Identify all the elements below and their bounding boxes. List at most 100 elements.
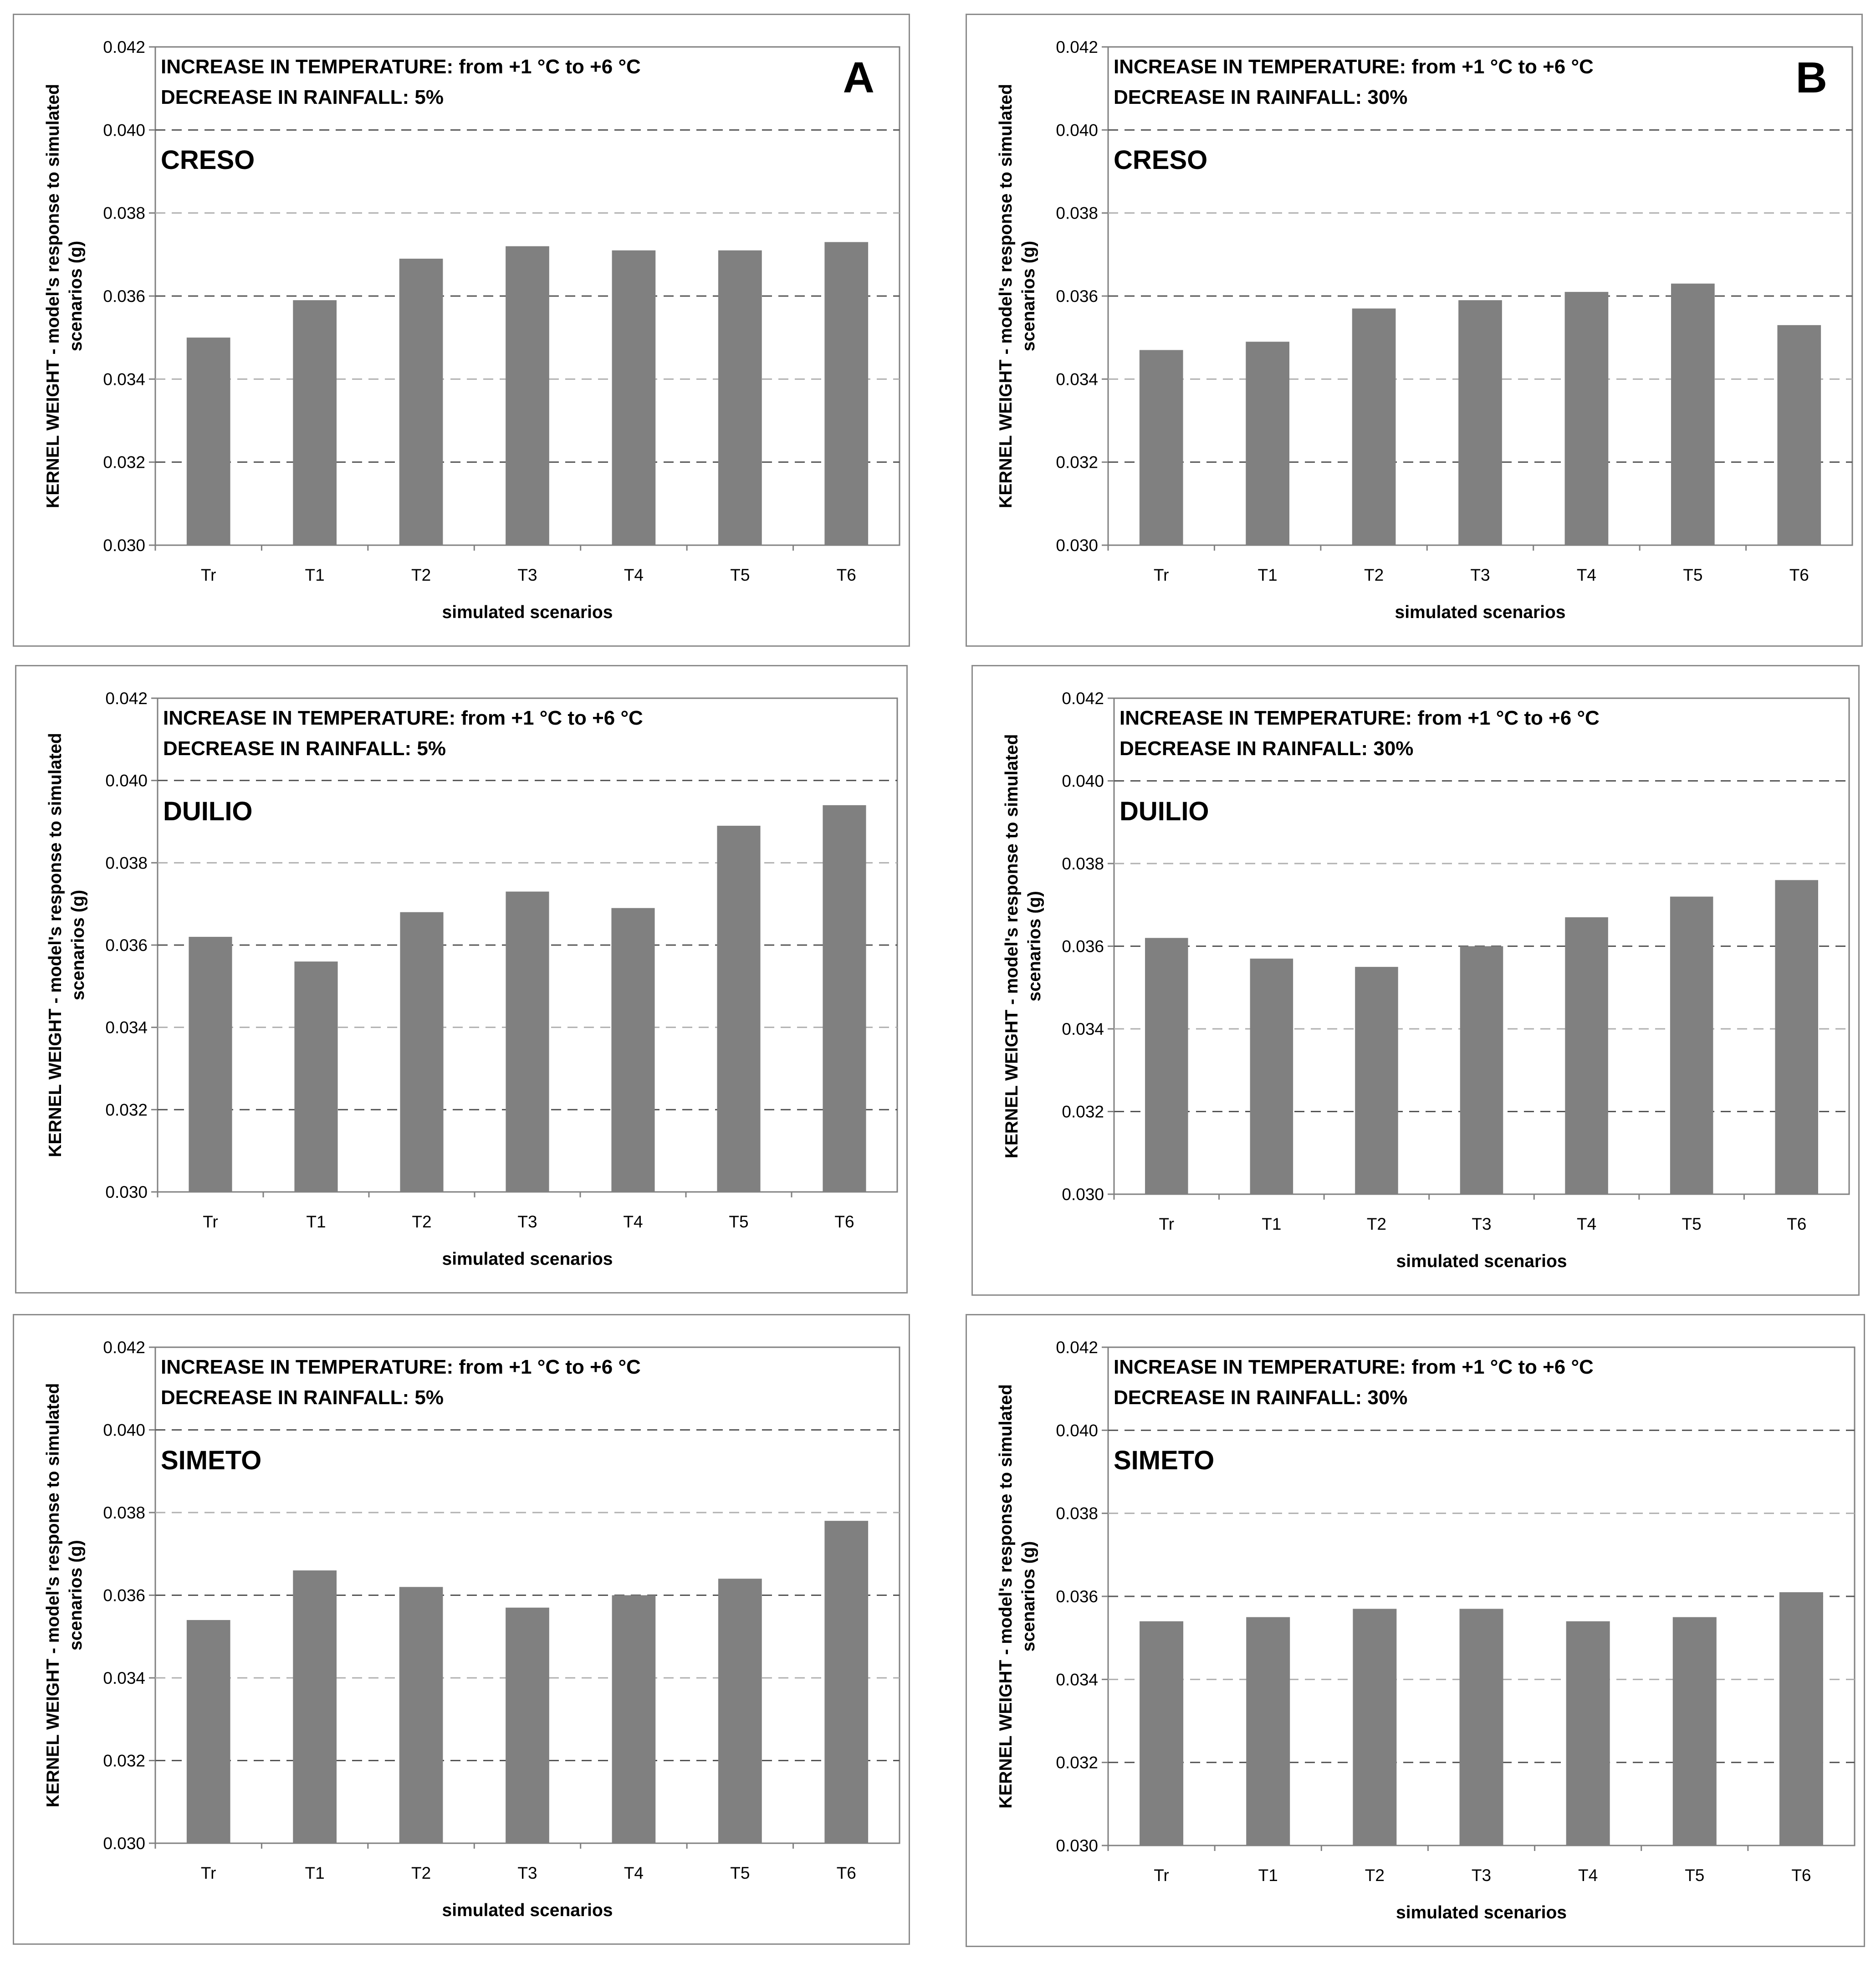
x-tick-label: Tr [201, 1864, 216, 1882]
x-tick-label: T4 [624, 1864, 644, 1882]
y-tick-label: 0.030 [103, 536, 145, 555]
chart-panel-simeto-5pct: 0.030 0.032 0.034 0.036 0.038 0.040 0.042 Tr T1 T… [13, 1314, 910, 1945]
bar-t1 [1250, 958, 1293, 1194]
y-tick-label: 0.042 [1062, 689, 1104, 708]
chart-svg: 0.030 0.032 0.034 0.036 0.038 0.040 0.042 Tr T1 T… [1002, 689, 1850, 1271]
x-tick-label: T5 [730, 1864, 750, 1882]
y-tick-label: 0.036 [1056, 287, 1098, 306]
y-tick-label: 0.040 [1062, 772, 1104, 791]
x-tick-label: T3 [1470, 566, 1490, 584]
y-tick-label: 0.042 [103, 38, 145, 56]
bar-t2 [1353, 1609, 1397, 1845]
bar-t3 [1458, 300, 1502, 545]
y-tick-label: 0.036 [1056, 1587, 1098, 1606]
x-axis-label: simulated scenarios [1396, 1903, 1567, 1922]
y-axis-label-line2: scenarios (g) [1019, 241, 1038, 352]
x-tick-label: T5 [1683, 566, 1702, 584]
x-tick-label: T6 [837, 1864, 856, 1882]
bar-t2 [399, 1587, 443, 1843]
y-tick-label: 0.036 [103, 287, 145, 306]
bar-t6 [824, 242, 869, 545]
y-tick-label: 0.032 [103, 453, 145, 472]
y-tick-label: 0.034 [1056, 1670, 1098, 1689]
x-tick-label: T3 [1472, 1866, 1491, 1885]
x-tick-label: T6 [1789, 566, 1809, 584]
x-tick-label: T3 [1472, 1215, 1491, 1233]
temperature-note: INCREASE IN TEMPERATURE: from +1 °C to +… [161, 1356, 641, 1378]
y-tick-label: 0.032 [1062, 1103, 1104, 1121]
y-tick-label: 0.032 [1056, 453, 1098, 472]
x-tick-label: Tr [1159, 1215, 1175, 1233]
x-axis-label: simulated scenarios [442, 1249, 613, 1269]
rainfall-note: DECREASE IN RAINFALL: 30% [1114, 1386, 1407, 1409]
y-axis-label-line2: scenarios (g) [66, 1540, 86, 1651]
x-axis-label: simulated scenarios [1396, 1252, 1567, 1271]
y-tick-label: 0.030 [1056, 536, 1098, 555]
x-tick-label: T3 [517, 1212, 537, 1231]
x-tick-label: T6 [837, 566, 856, 584]
x-tick-label: T1 [1258, 566, 1278, 584]
y-tick-label: 0.030 [1062, 1185, 1104, 1204]
y-axis-label-line1: KERNEL WEIGHT - model's response to simu… [43, 1383, 63, 1808]
x-tick-label: T2 [1364, 566, 1384, 584]
bar-t1 [1246, 342, 1289, 545]
y-tick-label: 0.036 [1062, 937, 1104, 956]
y-tick-label: 0.038 [103, 1503, 145, 1522]
x-tick-label: T4 [1578, 1866, 1598, 1885]
x-tick-label: Tr [1154, 1866, 1169, 1885]
x-tick-label: T1 [1258, 1866, 1278, 1885]
x-tick-label: T5 [729, 1212, 748, 1231]
chart-svg: 0.030 0.032 0.034 0.036 0.038 0.040 0.042 Tr T1 T… [46, 689, 898, 1269]
chart-svg: 0.030 0.032 0.034 0.036 0.038 0.040 0.042 Tr T1 T… [43, 38, 900, 622]
y-tick-label: 0.032 [103, 1752, 145, 1770]
y-tick-label: 0.030 [103, 1834, 145, 1853]
x-tick-label: T2 [1367, 1215, 1386, 1233]
bar-t1 [293, 1570, 337, 1843]
x-tick-label: T2 [411, 566, 431, 584]
bar-t4 [1564, 291, 1609, 545]
temperature-note: INCREASE IN TEMPERATURE: from +1 °C to +… [1114, 1356, 1594, 1378]
y-tick-label: 0.042 [1056, 38, 1098, 56]
y-tick-label: 0.042 [103, 1338, 145, 1357]
bar-t3 [1460, 946, 1503, 1194]
bar-tr [186, 337, 230, 545]
bar-t5 [718, 250, 762, 545]
bar-tr [1140, 1621, 1184, 1845]
x-tick-label: T2 [411, 1864, 431, 1882]
cultivar-label: CRESO [161, 145, 255, 175]
y-tick-label: 0.034 [1056, 370, 1098, 389]
y-tick-label: 0.040 [1056, 1421, 1098, 1440]
bar-t4 [611, 908, 655, 1192]
temperature-note: INCREASE IN TEMPERATURE: from +1 °C to +… [1119, 707, 1600, 729]
bar-t2 [1352, 308, 1396, 545]
y-axis-label-line2: scenarios (g) [1019, 1541, 1038, 1652]
bar-t5 [1670, 896, 1713, 1194]
chart-panel-creso-30pct: 0.030 0.032 0.034 0.036 0.038 0.040 0.042 Tr T1 T… [966, 14, 1863, 647]
bar-t4 [612, 250, 656, 545]
cultivar-label: CRESO [1114, 145, 1207, 175]
chart-panel-creso-5pct: 0.030 0.032 0.034 0.036 0.038 0.040 0.042 Tr T1 T… [13, 14, 910, 647]
y-tick-label: 0.030 [1056, 1836, 1098, 1855]
x-tick-label: T2 [1365, 1866, 1385, 1885]
y-tick-label: 0.040 [103, 1421, 145, 1440]
y-tick-label: 0.040 [105, 772, 148, 790]
y-tick-label: 0.040 [103, 121, 145, 139]
chart-panel-duilio-5pct: 0.030 0.032 0.034 0.036 0.038 0.040 0.042 Tr T1 T… [15, 665, 908, 1293]
bar-t2 [400, 912, 444, 1192]
bar-t3 [506, 246, 549, 545]
y-tick-label: 0.032 [1056, 1753, 1098, 1772]
x-tick-label: T5 [1682, 1215, 1702, 1233]
y-tick-label: 0.034 [103, 1669, 145, 1687]
y-tick-label: 0.038 [1056, 204, 1098, 223]
x-tick-label: T4 [623, 1212, 643, 1231]
bar-t5 [1671, 283, 1715, 545]
temperature-note: INCREASE IN TEMPERATURE: from +1 °C to +… [161, 56, 641, 78]
bar-t3 [1459, 1609, 1503, 1845]
y-axis-label-line2: scenarios (g) [1025, 891, 1044, 1002]
x-tick-label: T1 [305, 1864, 325, 1882]
x-tick-label: Tr [203, 1212, 218, 1231]
bar-t3 [506, 891, 549, 1192]
bar-t4 [612, 1595, 656, 1843]
bar-tr [189, 936, 232, 1192]
bar-t5 [718, 1579, 762, 1843]
